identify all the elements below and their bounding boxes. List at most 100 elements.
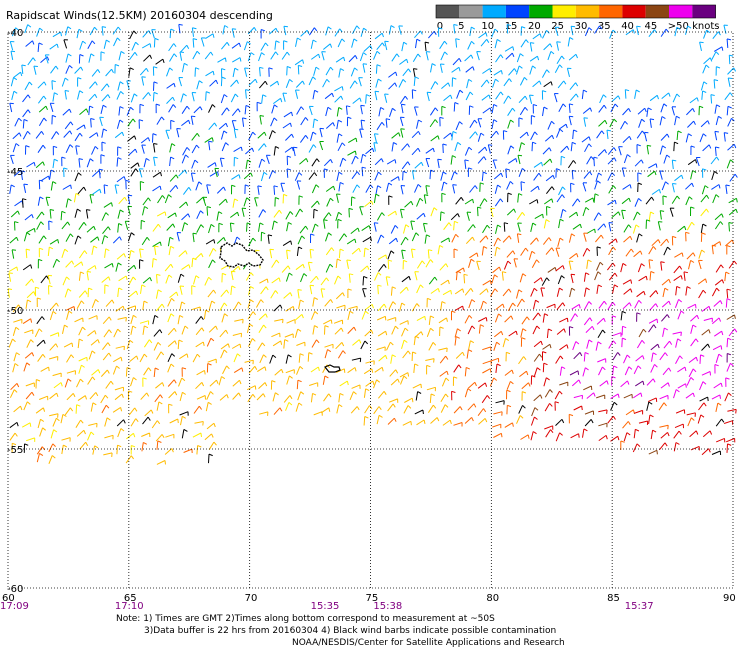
wind-barb	[723, 24, 727, 34]
wind-barb-tick	[550, 81, 553, 86]
wind-barb-tick	[563, 80, 567, 85]
wind-barb-tick	[645, 276, 648, 281]
wind-barb-tick	[406, 59, 409, 64]
wind-barb	[622, 135, 630, 143]
wind-barb-tick	[173, 43, 177, 48]
wind-barb-tick	[642, 355, 645, 360]
wind-barb	[90, 339, 99, 346]
wind-barb-tick	[79, 90, 84, 94]
wind-barb	[337, 350, 344, 359]
wind-barb-tick	[186, 147, 191, 151]
wind-barb	[415, 391, 419, 401]
wind-barb	[686, 412, 696, 416]
wind-barb-tick	[237, 353, 241, 357]
wind-barb-tick	[174, 391, 178, 396]
wind-barb	[673, 142, 675, 152]
wind-barb	[572, 341, 577, 351]
wind-barb-tick	[90, 118, 95, 120]
wind-barb	[178, 77, 182, 87]
wind-barb-tick	[483, 246, 488, 249]
wind-barb	[520, 247, 527, 256]
wind-barb-tick	[123, 419, 126, 424]
wind-barb	[701, 371, 711, 376]
wind-barb-tick	[363, 27, 368, 31]
wind-barb	[325, 263, 331, 273]
wind-barb	[169, 184, 177, 193]
wind-barb-tick	[657, 239, 661, 244]
wind-barb	[231, 108, 239, 117]
wind-barb-tick	[405, 224, 410, 228]
wind-barb-tick	[675, 389, 680, 393]
wind-barb-tick	[144, 206, 149, 210]
wind-barb	[216, 237, 225, 244]
wind-barb-tick	[20, 405, 23, 411]
wind-barb-tick	[83, 186, 87, 191]
wind-barb	[425, 259, 431, 268]
wind-barb-tick	[524, 77, 528, 81]
wind-barb	[439, 355, 447, 364]
wind-barb	[455, 351, 463, 359]
wind-barb-tick	[716, 156, 720, 161]
wind-barb	[300, 29, 308, 37]
wind-barb	[156, 274, 158, 284]
wind-barb	[40, 175, 49, 182]
wind-barb	[361, 167, 364, 177]
wind-barb-tick	[29, 422, 32, 427]
wind-barb-tick	[287, 65, 292, 69]
wind-barb-tick	[91, 350, 96, 354]
wind-barb-tick	[245, 104, 250, 108]
wind-barb-tick	[354, 367, 357, 372]
wind-barb	[714, 213, 723, 221]
wind-barb	[130, 162, 139, 169]
wind-barb	[414, 409, 424, 415]
wind-barb	[608, 185, 614, 194]
wind-barb	[285, 272, 290, 282]
wind-barb	[79, 441, 87, 450]
wind-barb	[661, 181, 666, 191]
wind-barb-tick	[80, 66, 84, 71]
wind-barb-tick	[428, 249, 433, 252]
wind-barb	[206, 422, 215, 430]
wind-barb	[296, 106, 302, 115]
wind-barb-tick	[485, 235, 489, 240]
wind-barb	[12, 304, 19, 313]
wind-barb	[649, 290, 657, 298]
wind-barb	[611, 211, 619, 219]
wind-barb	[401, 42, 405, 52]
wind-barb	[660, 28, 667, 37]
wind-barb	[506, 250, 514, 258]
wind-barb-tick	[93, 245, 98, 249]
wind-barb-tick	[62, 413, 67, 417]
wind-barb	[63, 130, 71, 138]
wind-barb	[325, 232, 329, 242]
wind-barb-tick	[198, 405, 203, 410]
wind-barb	[285, 354, 289, 364]
wind-barb	[365, 360, 375, 364]
wind-barb	[73, 261, 82, 268]
wind-barb-tick	[372, 148, 375, 153]
wind-barb	[532, 325, 538, 335]
wind-barb-tick	[664, 327, 669, 331]
wind-barb-tick	[431, 63, 436, 66]
wind-barb-tick	[181, 367, 187, 370]
wind-barb-tick	[614, 284, 619, 288]
wind-barb	[130, 168, 137, 177]
wind-barb	[339, 380, 348, 387]
wind-barb-tick	[574, 313, 578, 318]
wind-barb-tick	[638, 233, 643, 237]
wind-barb-tick	[301, 235, 306, 239]
wind-barb	[297, 65, 300, 75]
wind-barb-tick	[327, 106, 332, 110]
wind-barb	[622, 108, 629, 116]
wind-barb	[424, 234, 427, 244]
wind-barb	[596, 262, 601, 271]
wind-barb-tick	[279, 304, 283, 309]
wind-barb	[129, 355, 137, 362]
wind-barb-tick	[676, 115, 681, 119]
wind-barb	[599, 380, 608, 387]
wind-barb	[635, 355, 643, 362]
wind-barb	[179, 51, 183, 61]
wind-barb	[256, 393, 264, 401]
wind-barb-tick	[45, 105, 48, 110]
wind-barb	[663, 154, 668, 164]
